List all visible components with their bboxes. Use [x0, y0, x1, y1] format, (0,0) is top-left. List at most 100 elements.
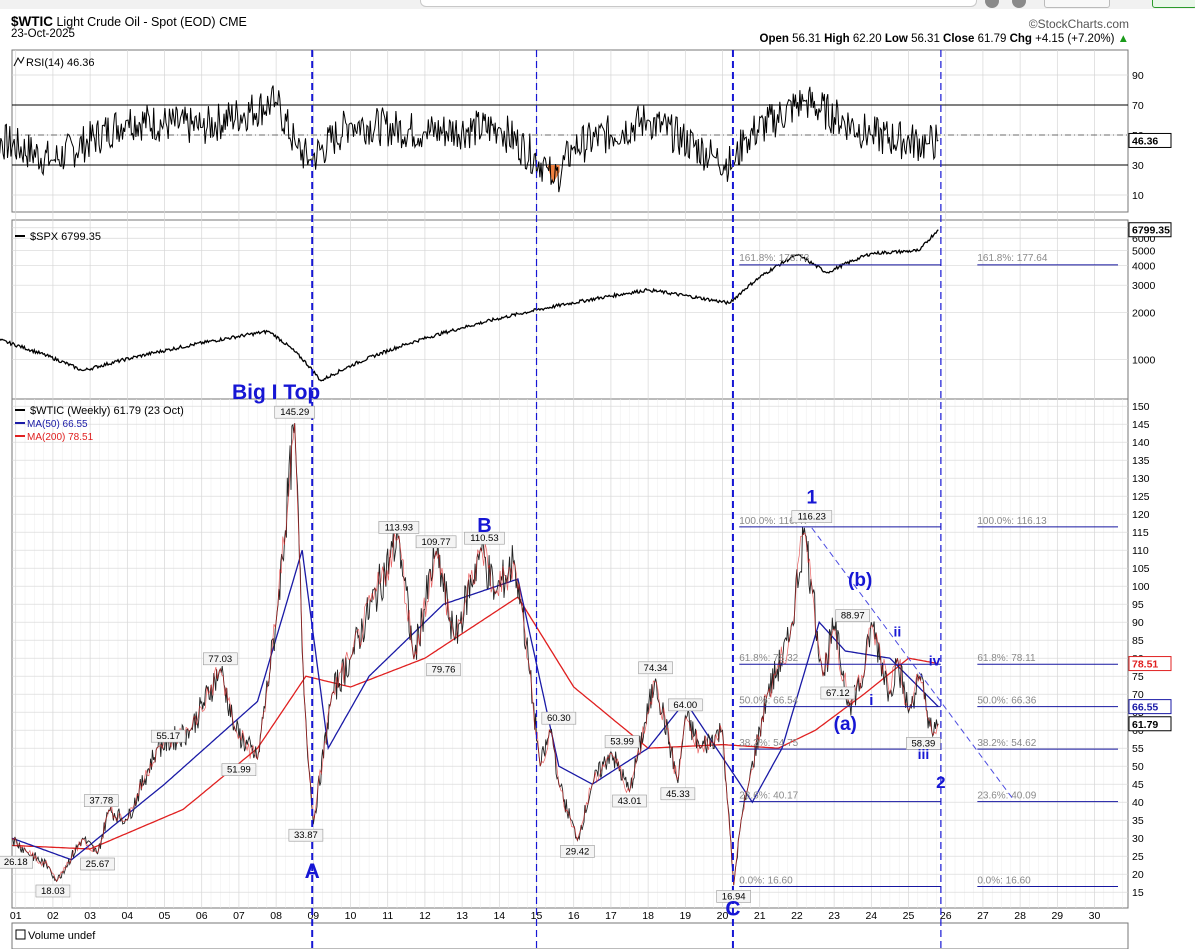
- wave-label: iii: [918, 746, 930, 762]
- price-label-box: [716, 890, 751, 903]
- ma200-legend: MA(200) 78.51: [27, 432, 94, 443]
- price-label: 77.03: [208, 654, 232, 665]
- price-label-box: [0, 855, 34, 869]
- toolbar-icon[interactable]: [1012, 0, 1026, 8]
- volume-legend: Volume undef: [28, 930, 96, 942]
- y-tick-label: 10: [1132, 190, 1144, 202]
- x-tick-label: 27: [977, 910, 989, 922]
- toolbar-icon[interactable]: [985, 0, 999, 8]
- fib-label: 161.8%: 177.64: [977, 253, 1047, 264]
- up-arrow-icon: ▲: [1117, 33, 1129, 45]
- x-tick-label: 10: [345, 910, 357, 922]
- y-tick-label: 1000: [1132, 355, 1156, 367]
- y-tick-label: 90: [1132, 617, 1144, 629]
- y-tick-label: 30: [1132, 160, 1144, 172]
- high-label: High: [824, 33, 850, 45]
- price-label: 145.29: [280, 407, 309, 418]
- price-label-box: [660, 787, 696, 801]
- wave-label: B: [477, 515, 491, 537]
- x-tick-label: 17: [605, 910, 617, 922]
- spx-last-tag-box: [1128, 222, 1172, 238]
- x-tick-label: 05: [159, 910, 171, 922]
- wave-label: ii: [893, 624, 901, 640]
- fib-label: 0.0%: 16.60: [977, 875, 1031, 886]
- y-tick-label: 95: [1132, 599, 1144, 611]
- wave-label: i: [869, 692, 873, 709]
- x-tick-label: 12: [419, 910, 431, 922]
- x-tick-label: 13: [456, 910, 468, 922]
- price-label-box: [83, 794, 119, 807]
- wave-label: A: [305, 860, 320, 883]
- chg-label: Chg: [1009, 33, 1032, 45]
- price-label: 79.76: [432, 665, 456, 676]
- price-label-box: [612, 794, 647, 808]
- price-label: 67.12: [826, 688, 850, 699]
- rsi-icon: [13, 56, 25, 67]
- toolbar-button[interactable]: [1044, 0, 1110, 8]
- y-tick-label: 5000: [1132, 246, 1156, 258]
- fib-label: 23.6%: 40.17: [739, 791, 798, 802]
- price-label: 18.03: [41, 886, 65, 897]
- fib-label: 100.0%: 116.13: [977, 516, 1047, 527]
- price-label-box: [288, 828, 324, 842]
- x-tick-label: 21: [754, 910, 766, 922]
- rsi-line: [0, 85, 939, 193]
- close-label: Close: [943, 33, 975, 45]
- ma200-last-tag: 78.51: [1132, 659, 1158, 671]
- price-label-box: [604, 735, 640, 748]
- x-tick-label: 24: [865, 910, 877, 922]
- wave-label: iv: [929, 652, 941, 668]
- x-tick-label: 03: [84, 910, 96, 922]
- y-tick-label: 115: [1132, 527, 1149, 539]
- y-tick-label: 25: [1132, 851, 1144, 863]
- price-label: 45.33: [666, 789, 690, 800]
- fib-label: 50.0%: 66.54: [739, 696, 798, 707]
- price-legend: $WTIC (Weekly) 61.79 (23 Oct): [30, 405, 184, 417]
- price-label-box: [80, 857, 115, 871]
- y-tick-label: 140: [1132, 437, 1150, 449]
- price-label-box: [378, 521, 420, 534]
- y-tick-label: 40: [1132, 797, 1144, 809]
- y-tick-label: 70: [1132, 689, 1144, 701]
- panel-frame: [11, 49, 1129, 213]
- wave-label: (b): [848, 570, 872, 591]
- price-label-box: [274, 405, 316, 419]
- fib-label: 50.0%: 66.36: [977, 696, 1036, 707]
- y-tick-label: 105: [1132, 563, 1150, 575]
- brand[interactable]: ©StockCharts.com: [1028, 17, 1129, 31]
- price-label: 51.99: [227, 765, 251, 776]
- y-tick-label: 35: [1132, 815, 1144, 827]
- price-bars-down: [11, 423, 939, 886]
- chart-title: $WTIC Light Crude Oil - Spot (EOD) CME: [11, 14, 247, 29]
- toolbar-button[interactable]: [1152, 0, 1195, 8]
- y-tick-label: 15: [1132, 887, 1144, 899]
- price-label: 37.78: [89, 796, 113, 807]
- price-label: 113.93: [385, 522, 413, 533]
- x-tick-label: 07: [233, 910, 245, 922]
- x-tick-label: 06: [196, 910, 208, 922]
- x-tick-label: 16: [568, 910, 580, 922]
- y-tick-label: 70: [1132, 100, 1144, 112]
- y-tick-label: 30: [1132, 833, 1144, 845]
- volume-icon: [15, 929, 26, 940]
- price-label: 33.87: [294, 830, 318, 841]
- price-label-box: [203, 652, 238, 666]
- wave-label: 2: [936, 773, 945, 792]
- x-tick-label: 28: [1014, 910, 1026, 922]
- price-label: 109.77: [422, 537, 451, 548]
- price-label: 58.39: [912, 738, 936, 749]
- symbol-name: Light Crude Oil - Spot (EOD): [56, 15, 216, 29]
- x-tick-label: 15: [531, 910, 543, 922]
- fib-label: 38.2%: 54.62: [977, 738, 1036, 749]
- y-tick-label: 90: [1132, 70, 1144, 82]
- price-label-box: [906, 737, 941, 750]
- price-label-box: [464, 531, 505, 545]
- close-value: 61.79: [977, 33, 1007, 45]
- price-label: 16.94: [722, 891, 746, 902]
- x-tick-label: 25: [903, 910, 915, 922]
- price-label: 116.23: [798, 512, 826, 523]
- ohlc-readout: Open 56.31 High 62.20 Low 56.31 Close 61…: [760, 33, 1129, 45]
- x-tick-label: 11: [382, 910, 393, 922]
- y-tick-label: 4000: [1132, 261, 1156, 273]
